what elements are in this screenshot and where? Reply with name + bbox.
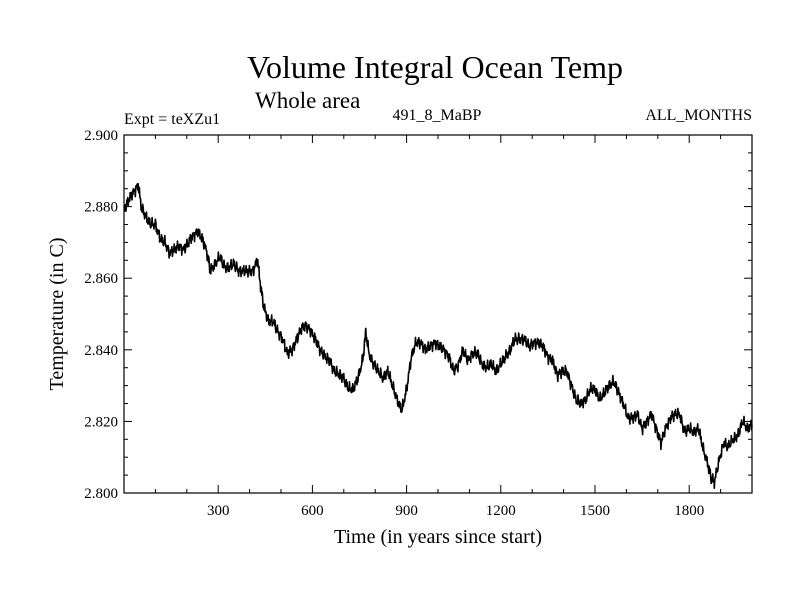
y-axis-label: Temperature (in C)	[46, 238, 68, 391]
x-tick-label: 900	[395, 503, 418, 519]
y-tick-label: 2.820	[84, 414, 118, 430]
x-axis-label: Time (in years since start)	[334, 526, 542, 548]
y-tick-label: 2.800	[84, 486, 118, 502]
y-tick-label: 2.860	[84, 271, 118, 287]
x-tick-label: 1500	[580, 503, 610, 519]
y-tick-label: 2.900	[84, 128, 118, 144]
header-left-label: Expt = teXZu1	[124, 111, 220, 128]
tick-labels: 300 600 900 1200 1500 1800 2.800 2.820 2.840 2.86…	[84, 128, 704, 519]
header-right-label: ALL_MONTHS	[645, 107, 752, 124]
series-line	[123, 182, 753, 489]
plot-frame	[123, 134, 753, 494]
y-tick-label: 2.880	[84, 200, 118, 216]
x-tick-label: 1200	[486, 503, 516, 519]
x-tick-label: 300	[207, 503, 230, 519]
y-tick-label: 2.840	[84, 343, 118, 359]
chart-title: Volume Integral Ocean Temp	[247, 49, 623, 85]
header-center-label: 491_8_MaBP	[393, 107, 482, 124]
x-tick-label: 600	[301, 503, 324, 519]
x-tick-label: 1800	[674, 503, 704, 519]
chart-subtitle: Whole area	[255, 88, 360, 113]
